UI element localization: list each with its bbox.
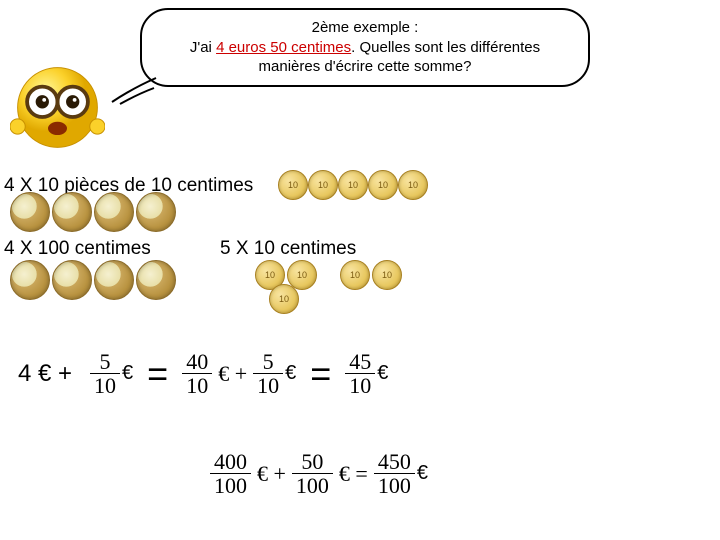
plus-text: € + xyxy=(257,461,286,487)
coin-10c: 10 xyxy=(340,260,370,290)
equation-row-1: 4 € + 5 10 € = 40 10 € + 5 10 € = 45 10 … xyxy=(18,350,388,397)
speech-tail xyxy=(108,76,158,106)
fraction: 5 10 xyxy=(90,350,120,397)
coin-10c: 10 xyxy=(372,260,402,290)
coin-10c: 10 xyxy=(308,170,338,200)
equals-text: € = xyxy=(339,461,368,487)
bubble-line1-b: . Quelles sont les différentes xyxy=(351,39,540,56)
coin-1euro xyxy=(136,192,176,232)
fraction: 450 100 xyxy=(374,450,415,497)
bubble-line1-a: J'ai xyxy=(190,39,216,56)
euro-symbol: € xyxy=(285,362,296,385)
speech-bubble: 2ème exemple : J'ai 4 euros 50 centimes.… xyxy=(140,8,590,87)
coins-10c-cluster2: 10 10 10 xyxy=(255,260,317,314)
euro-symbol: € xyxy=(377,362,388,385)
fraction: 40 10 xyxy=(182,350,212,397)
equals-sign: = xyxy=(310,353,331,395)
coin-1euro xyxy=(10,192,50,232)
coins-10c-cluster1: 10 10 10 10 10 xyxy=(278,170,428,200)
coin-10c: 10 xyxy=(338,170,368,200)
coin-1euro xyxy=(94,192,134,232)
line-2b: 5 X 10 centimes xyxy=(220,238,356,260)
fraction: 50 100 xyxy=(292,450,333,497)
coin-10c: 10 xyxy=(269,284,299,314)
equation-row-2: 400 100 € + 50 100 € = 450 100 € xyxy=(210,450,428,497)
coin-10c: 10 xyxy=(278,170,308,200)
coin-1euro xyxy=(10,260,50,300)
coins-10c-cluster3: 10 10 xyxy=(340,260,402,290)
equals-sign: = xyxy=(147,353,168,395)
fraction: 5 10 xyxy=(253,350,283,397)
emoji-icon xyxy=(10,60,105,155)
euro-symbol: € xyxy=(417,462,428,485)
coin-1euro xyxy=(52,192,92,232)
coin-1euro xyxy=(94,260,134,300)
coin-1euro xyxy=(136,260,176,300)
fraction: 400 100 xyxy=(210,450,251,497)
plus-text: € + xyxy=(218,361,247,387)
bubble-amount: 4 euros 50 centimes xyxy=(216,39,351,56)
bubble-title: 2ème exemple : xyxy=(312,19,419,36)
coin-1euro xyxy=(52,260,92,300)
euro-symbol: € xyxy=(122,362,133,385)
expr1-prefix: 4 € + xyxy=(18,360,72,388)
bubble-line2: manières d'écrire cette somme? xyxy=(259,58,472,75)
coin-10c: 10 xyxy=(398,170,428,200)
coin-10c: 10 xyxy=(368,170,398,200)
line-2a: 4 X 100 centimes xyxy=(4,238,151,260)
fraction: 45 10 xyxy=(345,350,375,397)
coins-1euro-row1 xyxy=(10,192,176,232)
coins-1euro-row2 xyxy=(10,260,176,300)
